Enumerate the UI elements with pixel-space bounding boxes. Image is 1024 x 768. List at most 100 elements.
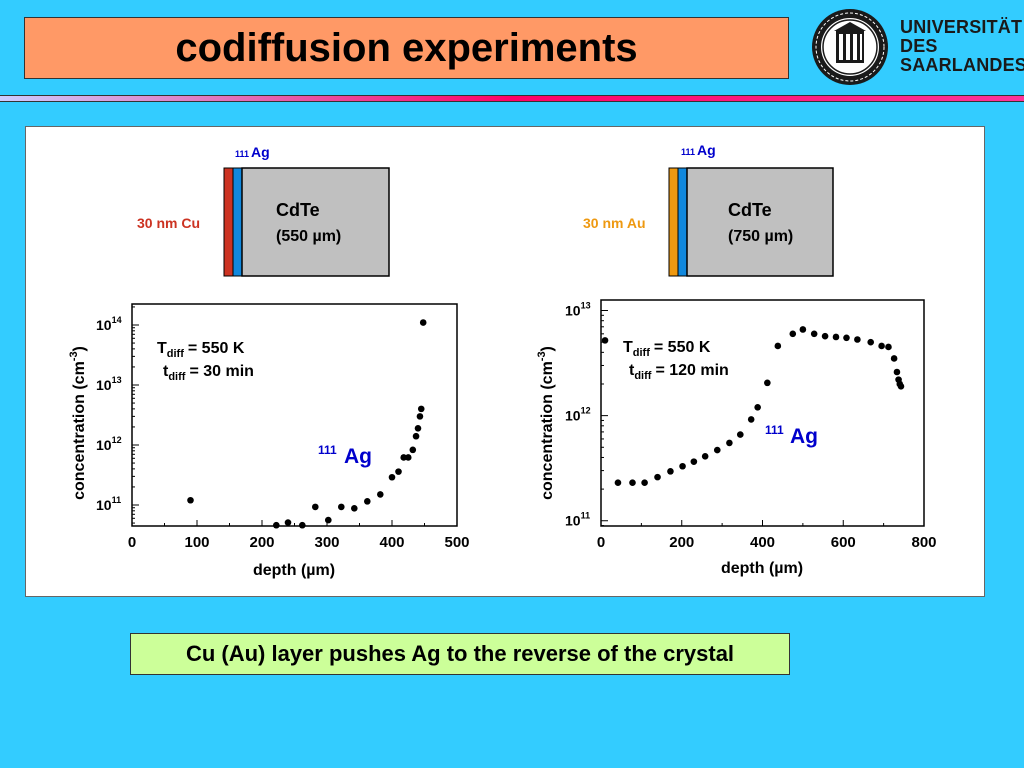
left-sample-diagram: 111 Ag CdTe (550 µm) 30 nm Cu: [137, 144, 390, 277]
right-time-param: tdiff = 120 min: [629, 362, 729, 382]
left-x-tick-label: 400: [379, 534, 404, 551]
university-name-line-1: UNIVERSITÄT: [900, 17, 1023, 37]
right-data-point: [774, 342, 782, 350]
right-data-point: [810, 330, 818, 338]
right-time-param-sub: diff: [634, 370, 651, 382]
left-chart-isotope-symbol: Ag: [344, 445, 372, 468]
left-data-point: [419, 319, 427, 326]
left-chart-isotope-mass: 111: [318, 443, 337, 457]
right-y-axis-label-close: ): [539, 346, 556, 351]
right-data-point: [754, 404, 761, 411]
right-data-point: [854, 336, 861, 343]
left-x-tick-label: 0: [128, 534, 136, 551]
right-y-tick-label: 1012: [565, 406, 591, 424]
left-data-point: [299, 521, 306, 529]
left-data-point: [409, 446, 417, 454]
right-sample-diagram: 111 Ag CdTe (750 µm) 30 nm Au: [583, 142, 834, 277]
right-y-tick-label: 1011: [565, 511, 590, 529]
left-data-point: [404, 454, 412, 461]
left-data-point: [364, 498, 371, 505]
right-data-point: [832, 333, 840, 341]
left-data-point: [273, 521, 280, 529]
right-chart-points: [601, 326, 905, 487]
left-data-point: [395, 468, 402, 475]
right-x-tick-label: 200: [669, 534, 694, 551]
right-time-param-value: = 120 min: [655, 362, 728, 379]
right-metal-layer: [668, 167, 679, 277]
title-box: codiffusion experiments: [24, 17, 789, 79]
right-x-tick-label: 0: [597, 534, 605, 551]
right-chart-isotope-mass: 111: [765, 423, 784, 437]
right-isotope-symbol: Ag: [697, 142, 716, 158]
left-x-tick-label: 300: [314, 534, 339, 551]
left-data-point: [325, 516, 332, 524]
right-time-param-label: t: [629, 362, 635, 379]
left-data-point: [187, 496, 194, 504]
left-data-point: [417, 405, 425, 413]
left-t-param-label: T: [157, 340, 167, 357]
left-x-axis-label: depth (µm): [253, 562, 335, 579]
left-t-param-sub: diff: [167, 348, 184, 360]
left-y-axis-label-close: ): [71, 346, 88, 351]
right-isotope-mass: 111: [681, 147, 695, 157]
left-data-point: [388, 473, 396, 481]
right-t-param-sub: diff: [633, 347, 650, 359]
right-t-param-label: T: [623, 339, 633, 356]
right-data-point: [641, 479, 648, 487]
page-title: codiffusion experiments: [175, 25, 638, 70]
left-data-point: [351, 505, 358, 512]
university-name: UNIVERSITÄT DES SAARLANDES: [900, 18, 1024, 75]
left-data-point: [338, 503, 345, 511]
left-time-param-sub: diff: [168, 371, 185, 383]
left-y-tick-label: 1013: [96, 375, 122, 393]
right-layer-label: 30 nm Au: [583, 215, 646, 231]
right-data-point: [764, 379, 771, 387]
left-layer-label: 30 nm Cu: [137, 215, 200, 231]
left-chart-points: [187, 319, 427, 529]
right-t-param: Tdiff = 550 K: [623, 339, 711, 359]
left-chart-frame: [131, 303, 458, 527]
left-chart-ticks: 0 100 200 300 400 500 1011 1012 1013 1014: [96, 306, 470, 551]
right-chart: 0 200 400 600 800 1011 1012 1013 depth (µm) con…: [536, 299, 937, 577]
right-y-tick-label: 1013: [565, 301, 591, 319]
right-data-point: [726, 439, 733, 447]
left-y-axis-label-sup: -3: [68, 351, 80, 361]
left-source-layer: [232, 167, 243, 277]
left-time-param-label: t: [163, 363, 169, 380]
left-crystal-name: CdTe: [276, 200, 320, 220]
right-data-point: [701, 453, 709, 460]
left-data-point: [416, 413, 424, 420]
left-data-point: [414, 424, 422, 432]
right-crystal-thickness: (750 µm): [728, 228, 793, 245]
conclusion-box: Cu (Au) layer pushes Ag to the reverse o…: [130, 633, 790, 675]
right-data-point: [843, 334, 850, 342]
left-crystal-thickness: (550 µm): [276, 228, 341, 245]
right-crystal: [686, 167, 834, 277]
right-data-point: [736, 431, 744, 438]
right-source-layer: [677, 167, 688, 277]
right-x-axis-label: depth (µm): [721, 560, 803, 577]
conclusion-text: Cu (Au) layer pushes Ag to the reverse o…: [185, 641, 735, 666]
right-data-point: [789, 330, 797, 338]
right-x-tick-label: 600: [831, 534, 856, 551]
right-data-point: [893, 368, 901, 376]
left-data-point: [284, 519, 292, 526]
left-y-axis-label: concentration (cm-3): [68, 346, 88, 500]
decorative-stripe: [0, 95, 1024, 102]
left-data-point: [377, 491, 384, 498]
left-y-tick-label: 1011: [96, 495, 121, 513]
right-chart-isotope-symbol: Ag: [790, 425, 818, 448]
right-x-tick-label: 800: [911, 534, 936, 551]
left-data-point: [312, 503, 319, 511]
right-data-point: [867, 338, 875, 346]
left-y-axis-label-main: concentration (cm: [71, 361, 88, 500]
right-y-axis-label: concentration (cm-3): [536, 346, 556, 500]
university-name-line-3: SAARLANDES: [900, 55, 1024, 75]
right-data-point: [601, 337, 609, 344]
university-logo: [812, 9, 888, 85]
right-y-axis-label-sup: -3: [536, 351, 548, 361]
left-time-param-value: = 30 min: [189, 363, 253, 380]
right-data-point: [747, 416, 755, 423]
left-data-point: [412, 432, 420, 440]
left-data-point: [400, 454, 408, 461]
